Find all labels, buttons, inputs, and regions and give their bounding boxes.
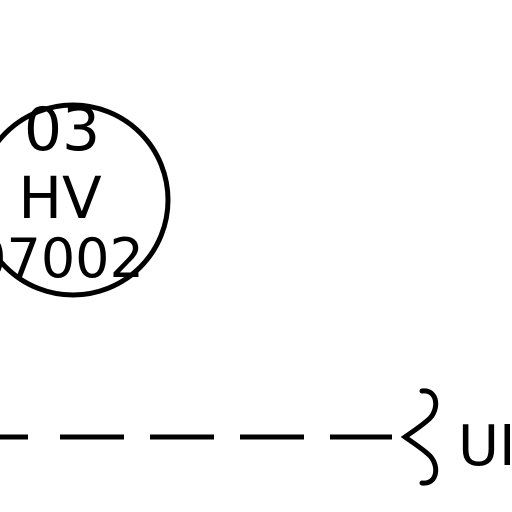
instrument-bubble-line-1: 03 (24, 95, 100, 165)
instrument-bubble-line-3: 07002 (0, 227, 144, 290)
instrument-bubble-line-2: HV (18, 164, 102, 232)
line-break-squiggle (400, 388, 439, 486)
instrument-bubble: 03 HV 07002 (0, 95, 171, 298)
instrument-bubble-circle (0, 102, 171, 298)
connection-end-label: UI (458, 414, 512, 479)
